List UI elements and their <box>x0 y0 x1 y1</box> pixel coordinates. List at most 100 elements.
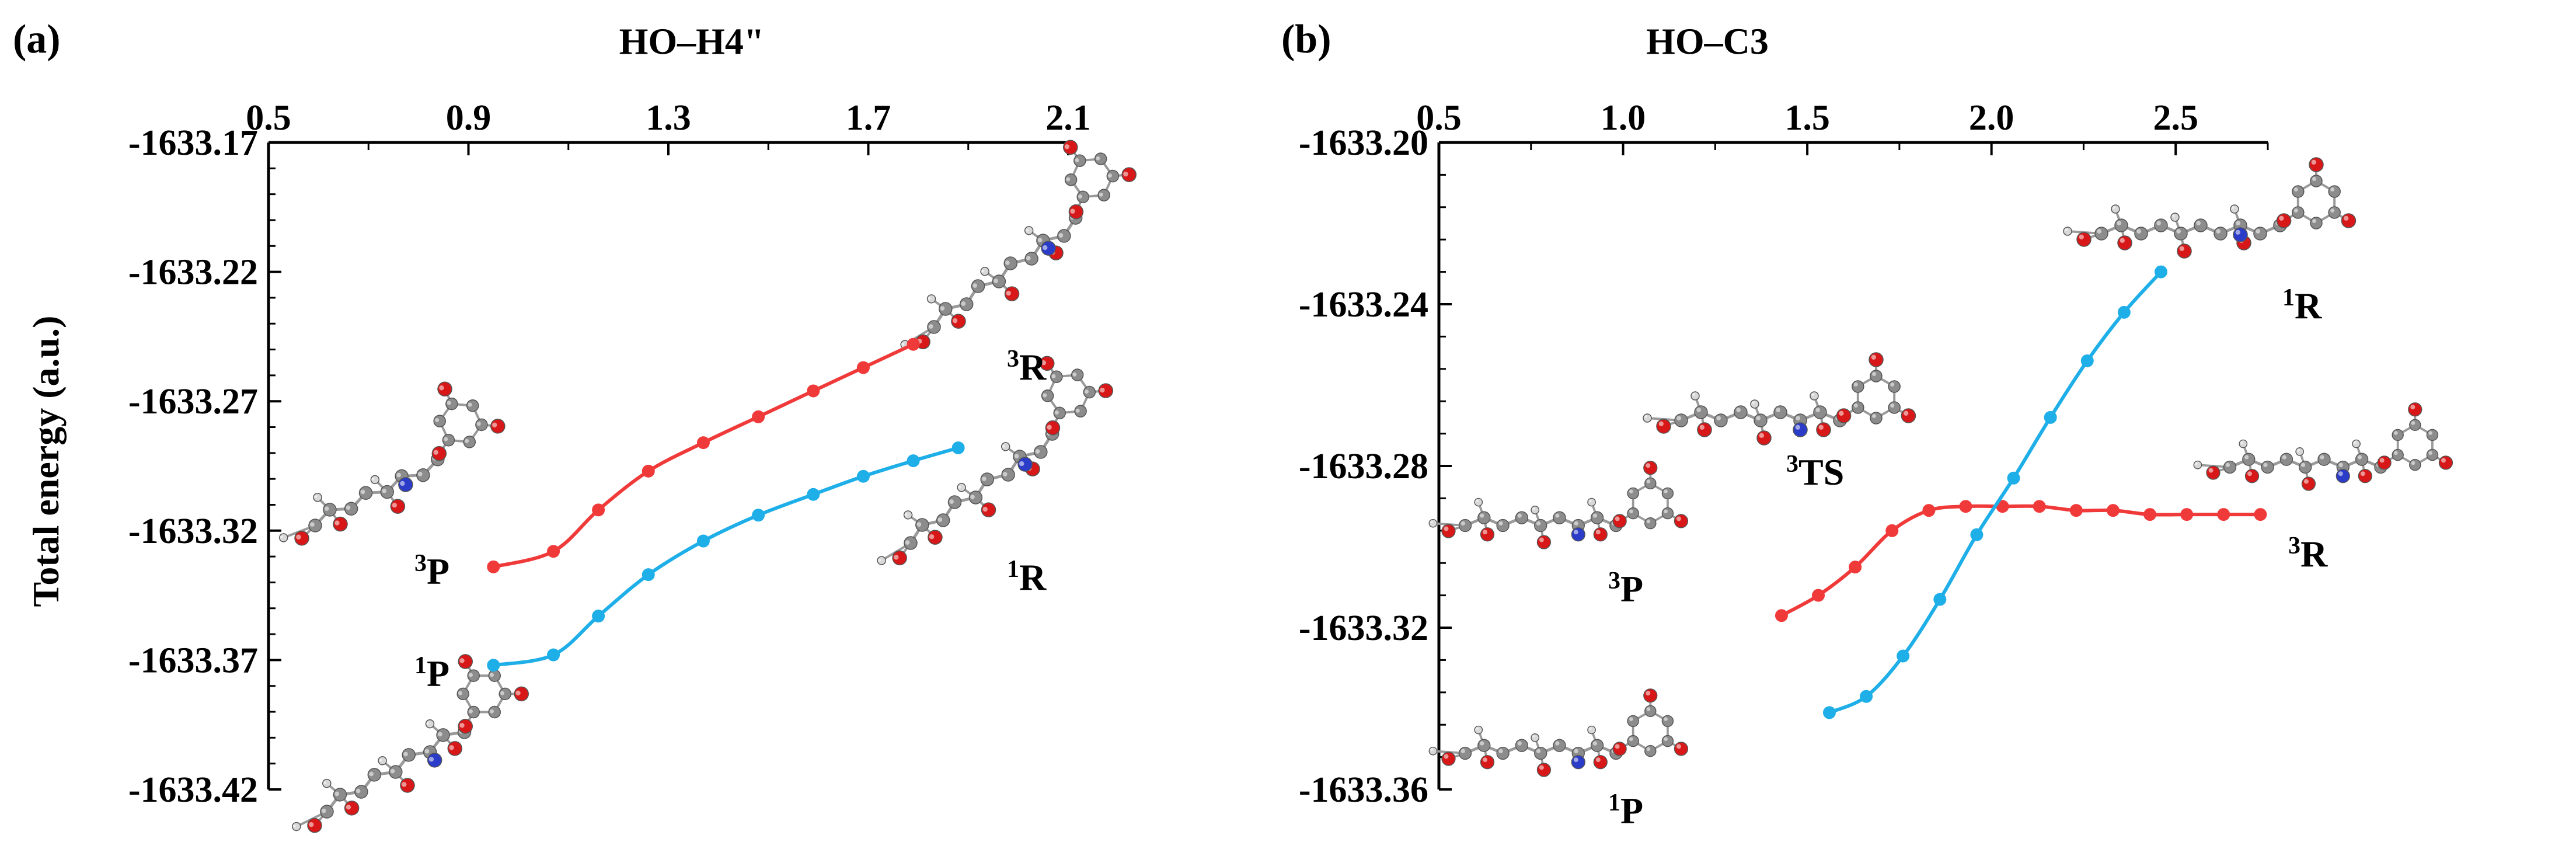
carbon-atom <box>1074 405 1087 417</box>
oxygen-atom <box>2244 469 2260 483</box>
carbon-atom <box>2242 453 2256 466</box>
carbon-atom <box>320 805 334 819</box>
carbon-atom <box>2174 227 2188 241</box>
atom-highlight <box>438 732 442 737</box>
atom-highlight <box>417 472 423 476</box>
data-point-triplet <box>2033 500 2046 513</box>
carbon-atom <box>1627 715 1639 728</box>
carbon-atom <box>1515 739 1529 752</box>
atom-highlight <box>2293 187 2298 192</box>
y-tick-label: -1633.36 <box>1299 770 1428 810</box>
panel-b-x-axis-title: HO–C3 <box>1646 20 1769 62</box>
atom-highlight <box>1676 516 1681 521</box>
oxygen-atom <box>1593 527 1608 542</box>
carbon-atom <box>1071 368 1084 381</box>
atom-highlight <box>937 517 943 522</box>
nitrogen-atom <box>2336 469 2350 483</box>
atom-highlight <box>2236 221 2240 225</box>
atom-highlight <box>1595 530 1601 535</box>
series-line-triplet <box>493 342 914 569</box>
data-point-singlet <box>951 441 965 454</box>
data-point-singlet <box>856 469 870 483</box>
atom-highlight <box>1517 513 1522 518</box>
oxygen-atom <box>490 419 506 434</box>
atom-highlight <box>459 723 465 728</box>
atom-highlight <box>489 709 494 714</box>
oxygen-atom <box>458 719 473 734</box>
atom-highlight <box>1026 256 1031 260</box>
atom-highlight <box>1070 208 1075 214</box>
oxygen-atom <box>333 516 348 532</box>
atom-highlight <box>468 402 472 407</box>
carbon-atom <box>1661 507 1674 520</box>
atom-highlight <box>2195 462 2198 465</box>
panel-a-axes: 0.5 0.9 1.3 1.7 2.1 -1633.17 -1633.22 -1633.27 -… <box>128 98 1091 810</box>
carbon-atom <box>1627 487 1639 500</box>
atom-highlight <box>444 437 448 441</box>
atom-highlight <box>2320 455 2324 460</box>
oxygen-atom <box>928 530 943 545</box>
atom-highlight <box>1646 747 1651 751</box>
atom-highlight <box>1483 757 1487 763</box>
atom-highlight <box>2156 221 2161 225</box>
atom-highlight <box>1676 744 1681 749</box>
oxygen-atom <box>1004 286 1020 301</box>
atom-highlight <box>1006 290 1011 296</box>
oxygen-atom <box>1441 751 1456 766</box>
carbon-atom <box>1106 169 1120 183</box>
carbon-atom <box>467 705 480 719</box>
y-tick-label: -1633.37 <box>128 641 258 680</box>
carbon-atom <box>992 274 1006 288</box>
carbon-atom <box>2292 206 2305 219</box>
atom-highlight <box>1573 757 1578 763</box>
data-point-triplet <box>2180 508 2194 521</box>
carbon-atom <box>2409 419 2421 432</box>
carbon-atom <box>971 279 985 293</box>
atom-highlight <box>1064 144 1070 149</box>
oxygen-atom <box>2276 213 2292 228</box>
atom-highlight <box>280 535 283 539</box>
carbon-atom <box>1076 190 1090 204</box>
oxygen-atom <box>400 778 415 793</box>
carbon-atom <box>1064 173 1078 186</box>
carbon-atom <box>389 765 403 779</box>
data-point-singlet <box>1860 690 1873 703</box>
carbon-atom <box>402 748 416 762</box>
hydrogen-atom <box>1587 497 1596 507</box>
panel-b-label-1R: 1R <box>2282 284 2322 326</box>
atom-highlight <box>428 757 434 762</box>
atom-highlight <box>2360 471 2365 476</box>
atom-highlight <box>1752 401 1755 404</box>
atom-highlight <box>2065 228 2068 231</box>
oxygen-atom <box>2408 402 2422 417</box>
panel-a-label-3P: 3P <box>414 550 449 592</box>
atom-highlight <box>2330 208 2335 213</box>
data-point-singlet <box>1897 649 1910 663</box>
y-tick-label: -1633.42 <box>128 770 258 810</box>
atom-highlight <box>1776 408 1780 412</box>
atom-highlight <box>1041 360 1047 366</box>
atom-highlight <box>459 658 465 663</box>
nitrogen-atom <box>1571 755 1585 770</box>
data-point-triplet <box>2254 508 2267 521</box>
atom-highlight <box>1096 156 1100 161</box>
atom-highlight <box>1664 489 1668 493</box>
atom-highlight <box>1025 228 1029 232</box>
atom-highlight <box>1498 749 1503 753</box>
hydrogen-atom <box>1428 519 1438 528</box>
carbon-atom <box>499 687 512 701</box>
atom-highlight <box>1498 521 1503 526</box>
oxygen-atom <box>1674 742 1689 756</box>
nitrogen-atom <box>2233 227 2248 242</box>
atom-highlight <box>1430 748 1433 751</box>
y-tick-label: -1633.22 <box>128 253 258 293</box>
atom-highlight <box>346 505 351 510</box>
carbon-atom <box>467 669 480 682</box>
panel-label-a: (a) <box>13 17 61 62</box>
atom-highlight <box>1047 424 1052 430</box>
carbon-atom <box>980 472 994 486</box>
atom-highlight <box>1904 410 1909 416</box>
data-point-triplet <box>1959 500 1972 513</box>
atom-highlight <box>2411 421 2415 425</box>
atom-highlight <box>324 506 329 511</box>
